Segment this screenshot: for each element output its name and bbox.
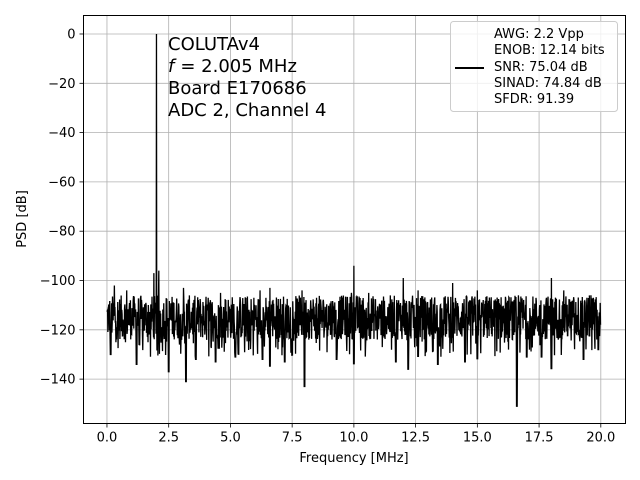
- psd-series-line: [106, 33, 602, 407]
- x-tick-label: 10.0: [339, 431, 368, 446]
- x-tick-label: 5.0: [220, 431, 241, 446]
- annotation-line-3: Board E170686: [168, 78, 307, 99]
- legend-box: [450, 21, 618, 112]
- legend-entry-sinad: SINAD: 74.84 dB: [494, 76, 602, 91]
- y-tick-label: −20: [48, 77, 75, 92]
- frequency-value: = 2.005 MHz: [180, 56, 297, 77]
- legend: AWG: 2.2 Vpp ENOB: 12.14 bits SNR: 75.04…: [450, 21, 618, 112]
- legend-entry-enob: ENOB: 12.14 bits: [494, 43, 605, 58]
- x-tick-label: 12.5: [401, 431, 430, 446]
- y-tick-label: −60: [48, 175, 75, 190]
- x-tick-label: 0.0: [97, 431, 118, 446]
- x-axis-label: Frequency [MHz]: [299, 451, 408, 466]
- plot-area: [106, 33, 602, 407]
- y-tick-label: −80: [48, 225, 75, 240]
- y-axis-label: PSD [dB]: [15, 190, 30, 248]
- y-tick-label: −100: [40, 274, 76, 289]
- x-axis: 0.0 2.5 5.0 7.5 10.0 12.5 15.0 17.5 20.0: [97, 423, 615, 446]
- x-tick-label: 15.0: [463, 431, 492, 446]
- x-tick-label: 2.5: [158, 431, 179, 446]
- x-tick-label: 7.5: [282, 431, 303, 446]
- annotation-line-4: ADC 2, Channel 4: [168, 100, 326, 121]
- plot-frame: [83, 15, 626, 424]
- legend-entry-sfdr: SFDR: 91.39: [494, 92, 574, 107]
- x-tick-label: 20.0: [586, 431, 615, 446]
- grid: [83, 15, 626, 424]
- annotation: COLUTAv4 f = 2.005 MHz Board E170686 ADC …: [168, 34, 326, 121]
- legend-entry-awg: AWG: 2.2 Vpp: [494, 27, 584, 42]
- annotation-line-1: COLUTAv4: [168, 34, 260, 55]
- y-tick-label: −40: [48, 126, 75, 141]
- y-tick-label: −120: [40, 323, 76, 338]
- y-tick-label: 0: [67, 27, 75, 42]
- frequency-symbol: f: [168, 56, 177, 77]
- legend-entry-snr: SNR: 75.04 dB: [494, 60, 588, 75]
- x-tick-label: 17.5: [525, 431, 554, 446]
- y-tick-label: −140: [40, 373, 76, 388]
- annotation-line-2: f = 2.005 MHz: [168, 56, 297, 77]
- y-axis: 0 −20 −40 −60 −80 −100 −120 −140: [40, 27, 84, 388]
